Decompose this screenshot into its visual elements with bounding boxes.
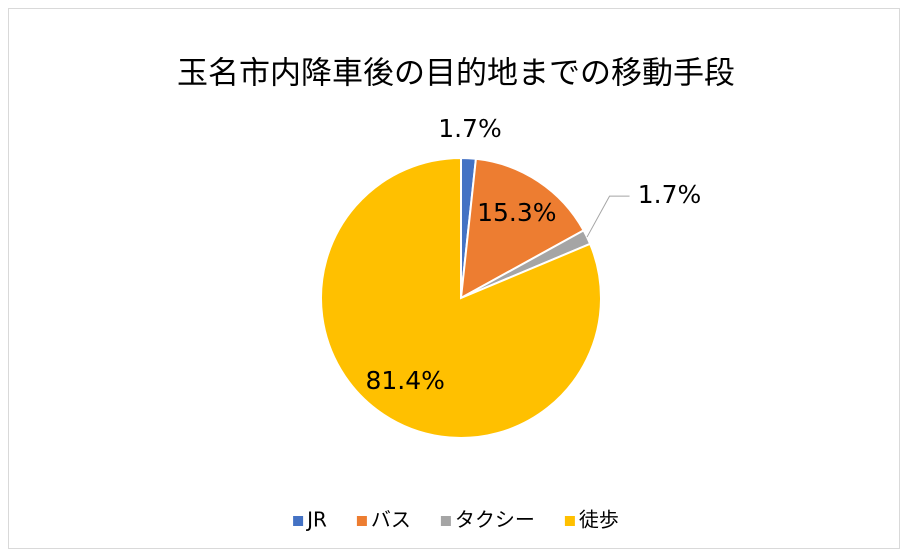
pie-slice [459,157,585,300]
legend-swatch [564,516,575,526]
leader-line [586,195,630,238]
data-label: 81.4% [365,366,444,395]
legend-label: タクシー [455,508,535,532]
pie-slice [320,156,602,439]
legend-label: 徒歩 [579,508,619,532]
data-label: 1.7% [638,180,702,209]
legend-swatch [440,516,451,526]
legend-swatch [356,516,367,526]
data-label: 15.3% [477,198,556,227]
data-label: 1.7% [438,114,502,143]
legend-label: バス [371,508,411,532]
legend-label: JR [305,508,327,532]
chart-title: 玉名市内降車後の目的地までの移動手段 [177,56,735,92]
legend-swatch [293,516,304,526]
